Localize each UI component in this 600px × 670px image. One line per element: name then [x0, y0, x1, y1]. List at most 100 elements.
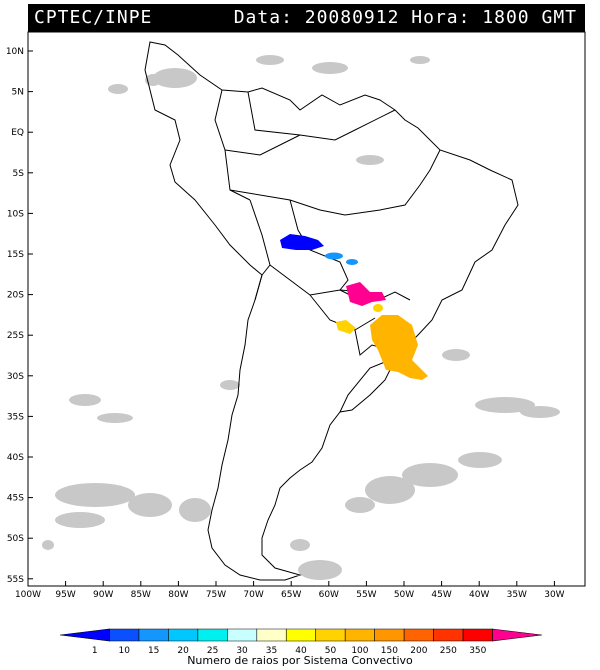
- border-line: [249, 199, 271, 276]
- cloud-patch: [179, 498, 211, 522]
- lon-label: 30W: [544, 590, 564, 600]
- lat-label: 20S: [7, 291, 24, 301]
- system-lightblue: [346, 259, 358, 265]
- lon-label: 40W: [469, 590, 489, 600]
- colorbar-tick-label: 250: [440, 646, 457, 656]
- lon-label: 95W: [55, 590, 75, 600]
- colorbar-swatch: [492, 628, 543, 642]
- cloud-patch: [97, 413, 133, 423]
- colorbar-tick-label: 1: [92, 646, 98, 656]
- cloud-patch: [356, 155, 384, 165]
- colorbar-swatch: [315, 628, 346, 642]
- colorbar-swatch: [59, 628, 110, 642]
- colorbar-swatch: [374, 628, 405, 642]
- colorbar-swatch: [433, 628, 464, 642]
- lat-label: 10N: [6, 47, 24, 57]
- cloud-patch: [298, 560, 342, 580]
- colorbar-swatch: [403, 628, 434, 642]
- lon-label: 60W: [319, 590, 339, 600]
- cloud-patch: [410, 56, 430, 64]
- colorbar-title: Numero de raios por Sistema Convectivo: [187, 654, 413, 667]
- border-line: [224, 134, 301, 156]
- colorbar-swatch: [256, 628, 287, 642]
- lat-label: 5S: [13, 169, 25, 179]
- colorbar-tick-label: 150: [381, 646, 398, 656]
- lon-label: 55W: [356, 590, 376, 600]
- longitude-axis: 100W 95W 90W 85W 80W 75W 70W 65W 60W 55W 50W 45W 40W…: [15, 581, 565, 600]
- cloud-patch: [442, 349, 470, 361]
- colorbar-swatch: [285, 628, 317, 642]
- colorbar-swatch: [197, 628, 228, 642]
- lon-label: 45W: [431, 590, 451, 600]
- system-yellow: [373, 304, 383, 312]
- cloud-patch: [128, 493, 172, 517]
- system-blue: [280, 234, 324, 250]
- cloud-patch: [153, 68, 197, 88]
- cloud-patch: [42, 540, 54, 550]
- lat-label: 45S: [7, 494, 24, 504]
- lat-label: 50S: [7, 534, 24, 544]
- lon-label: 90W: [93, 590, 113, 600]
- lon-label: 35W: [507, 590, 527, 600]
- lat-label: 35S: [7, 412, 24, 422]
- system-yellow: [336, 320, 356, 334]
- lat-label: 30S: [7, 372, 24, 382]
- lat-label: 15S: [7, 250, 24, 260]
- colorbar-tick-label: 50: [325, 646, 337, 656]
- colorbar-tick-label: 15: [148, 646, 159, 656]
- colorbar-swatch: [109, 628, 140, 642]
- system-orange: [370, 315, 428, 380]
- colorbar-tick-label: 20: [177, 646, 189, 656]
- lat-label: 5N: [12, 88, 24, 98]
- cloud-patch: [475, 397, 535, 413]
- colorbar-tick-label: 350: [469, 646, 486, 656]
- lat-label: 10S: [7, 209, 24, 219]
- cloud-patch: [345, 497, 375, 513]
- datetime-label: Data: 20080912 Hora: 1800 GMT: [233, 7, 577, 28]
- lon-label: 85W: [131, 590, 151, 600]
- colorbar-tick-label: 200: [410, 646, 427, 656]
- cloud-patch: [69, 394, 101, 406]
- cloud-patch: [290, 539, 310, 551]
- border-line: [254, 274, 263, 301]
- border-line: [229, 149, 441, 216]
- convective-systems: [280, 234, 428, 380]
- lat-label: EQ: [11, 128, 24, 138]
- cloud-patch: [365, 476, 415, 504]
- colorbar-swatch: [168, 628, 199, 642]
- cloud-patch: [145, 74, 161, 86]
- lat-label: 55S: [7, 575, 24, 585]
- lat-label: 25S: [7, 331, 24, 341]
- cloud-patch: [256, 55, 284, 65]
- colorbar-swatch: [227, 628, 258, 642]
- cloud-patch: [55, 512, 105, 528]
- lon-label: 50W: [394, 590, 414, 600]
- colorbar-tick-label: 30: [236, 646, 248, 656]
- cloud-patch: [108, 84, 128, 94]
- latitude-axis: 10N 5N EQ 5S 10S 15S 20S 25S 30S 35S 40S 45S 50S 55S: [6, 47, 33, 585]
- cloud-patch: [458, 452, 502, 468]
- colorbar-swatch: [462, 628, 493, 642]
- colorbar-tick-label: 100: [351, 646, 368, 656]
- system-lightblue: [325, 252, 343, 260]
- colorbar-tick-label: 10: [118, 646, 130, 656]
- colorbar: 1 10 15 20 25 30 35 40 50 100 150 200 250 350: [59, 628, 543, 656]
- lon-label: 75W: [206, 590, 226, 600]
- cloud-patch: [55, 483, 135, 507]
- system-magenta: [346, 282, 386, 306]
- cloud-patch: [220, 380, 240, 390]
- lon-label: 65W: [281, 590, 301, 600]
- cloud-patch: [402, 463, 458, 487]
- lon-label: 70W: [243, 590, 263, 600]
- colorbar-swatch: [138, 628, 169, 642]
- map-header: CPTEC/INPE Data: 20080912 Hora: 1800 GMT: [28, 4, 585, 32]
- cloud-patch: [312, 62, 348, 74]
- lon-label: 100W: [15, 590, 41, 600]
- colorbar-tick-label: 40: [295, 646, 307, 656]
- source-label: CPTEC/INPE: [34, 7, 153, 28]
- border-line: [339, 361, 386, 413]
- cloud-layer: [42, 55, 560, 580]
- lat-label: 40S: [7, 453, 24, 463]
- colorbar-tick-label: 35: [266, 646, 277, 656]
